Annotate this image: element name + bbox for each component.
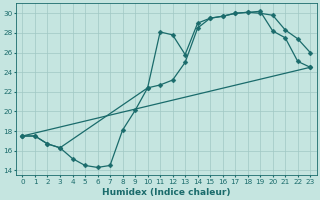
X-axis label: Humidex (Indice chaleur): Humidex (Indice chaleur) xyxy=(102,188,231,197)
